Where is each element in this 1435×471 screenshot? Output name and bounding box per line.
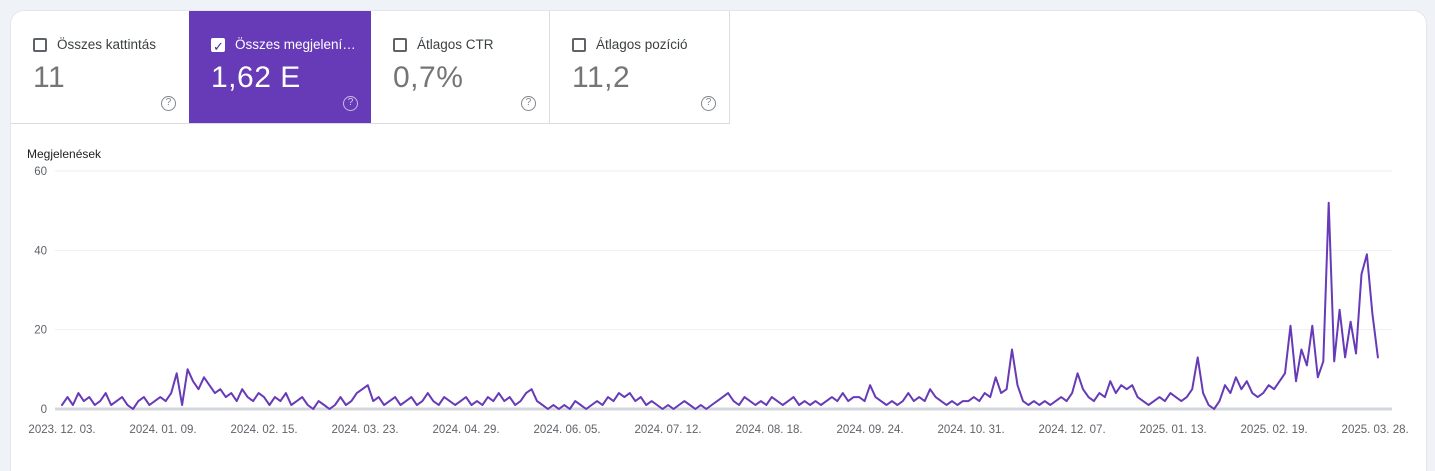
y-tick-label: 60: [34, 166, 47, 178]
tile-label: Összes kattintás: [57, 37, 157, 52]
x-tick-label: 2025. 01. 13.: [1140, 424, 1207, 436]
tile-average-position[interactable]: Átlagos pozíció 11,2 ?: [550, 11, 730, 123]
impressions-line-series: [61, 201, 1379, 410]
checkbox-total-impressions[interactable]: ✓: [211, 37, 225, 54]
help-icon[interactable]: ?: [343, 96, 358, 111]
tile-header: Összes kattintás: [33, 37, 175, 52]
x-tick-label: 2025. 03. 28.: [1342, 424, 1409, 436]
metric-tiles-row: Összes kattintás 11 ? ✓ Összes megjelení…: [11, 11, 730, 124]
total-impressions-value: 1,62 E: [211, 61, 301, 94]
x-tick-label: 2024. 02. 15.: [230, 424, 297, 436]
y-tick-label: 20: [34, 325, 47, 337]
tile-total-clicks[interactable]: Összes kattintás 11 ?: [11, 11, 189, 123]
checkbox-total-clicks[interactable]: [33, 37, 47, 52]
x-tick-label: 2024. 12. 07.: [1039, 424, 1106, 436]
impressions-chart-svg: 0 20 40 60 2023. 12. 03. 2024. 01. 09. 2024. 0…: [28, 166, 1409, 436]
x-tick-label: 2024. 07. 12.: [634, 424, 701, 436]
x-tick-label: 2023. 12. 03.: [28, 424, 95, 436]
average-ctr-value: 0,7%: [393, 61, 464, 94]
checkbox-average-ctr[interactable]: [393, 37, 407, 52]
y-tick-label: 40: [34, 245, 47, 257]
tile-average-ctr[interactable]: Átlagos CTR 0,7% ?: [371, 11, 550, 123]
tile-header: Átlagos pozíció: [572, 37, 715, 52]
tile-label: Átlagos CTR: [417, 37, 494, 52]
tile-header: Átlagos CTR: [393, 37, 535, 52]
help-icon[interactable]: ?: [701, 96, 716, 111]
x-tick-label: 2024. 10. 31.: [938, 424, 1005, 436]
help-icon[interactable]: ?: [161, 96, 176, 111]
help-icon[interactable]: ?: [521, 96, 536, 111]
chart-title: Megjelenések: [27, 147, 102, 161]
tile-label: Összes megjelení…: [235, 37, 356, 52]
tile-header: ✓ Összes megjelení…: [211, 37, 357, 54]
average-position-value: 11,2: [572, 61, 631, 94]
x-tick-label: 2024. 09. 24.: [837, 424, 904, 436]
tile-total-impressions[interactable]: ✓ Összes megjelení… 1,62 E ?: [189, 11, 371, 123]
x-tick-label: 2024. 01. 09.: [129, 424, 196, 436]
x-tick-label: 2024. 03. 23.: [331, 424, 398, 436]
x-tick-label: 2024. 06. 05.: [533, 424, 600, 436]
x-tick-label: 2025. 02. 19.: [1241, 424, 1308, 436]
x-tick-label: 2024. 08. 18.: [735, 424, 802, 436]
x-tick-label: 2024. 04. 29.: [432, 424, 499, 436]
checkbox-average-position[interactable]: [572, 37, 586, 52]
y-tick-label: 0: [41, 404, 47, 416]
performance-panel: Összes kattintás 11 ? ✓ Összes megjelení…: [10, 10, 1427, 471]
tile-label: Átlagos pozíció: [596, 37, 688, 52]
total-clicks-value: 11: [33, 61, 66, 94]
